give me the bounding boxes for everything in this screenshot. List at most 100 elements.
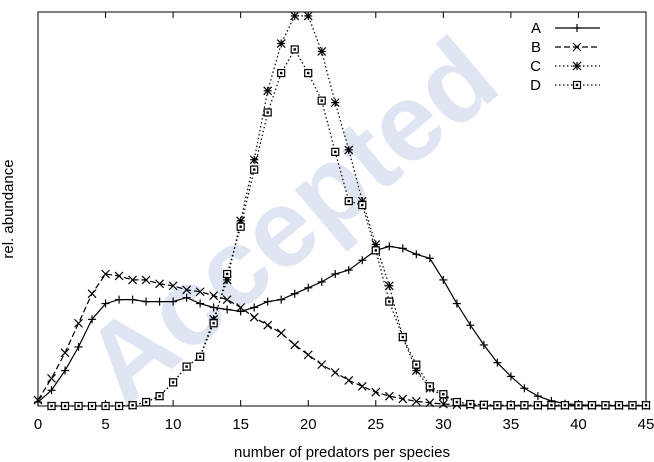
x-tick-label: 45 (638, 416, 654, 433)
series-b-point-d2 (317, 360, 327, 370)
series-d-point-dot (523, 404, 526, 407)
legend-a-label: A (531, 20, 541, 37)
series-d-point-dot (63, 404, 67, 408)
series-b-point-d2 (357, 381, 367, 391)
series-d-point-dot (334, 150, 337, 154)
series-a-line (37, 245, 646, 407)
series-b-point-d2 (155, 279, 165, 289)
legend-d-marker-dot (575, 83, 579, 87)
y-axis-title: rel. abundance (0, 159, 17, 258)
series-d-point-dot (158, 394, 161, 398)
series-d-point-dot (401, 335, 404, 339)
series-d-point-dot (550, 404, 553, 407)
series-b-point-d2 (236, 303, 246, 312)
series-d-point-dot (347, 199, 350, 203)
series-c-point-d2 (249, 155, 259, 165)
series-b-point-d2 (87, 289, 97, 299)
series-d-point-dot (577, 404, 580, 407)
series-c-point-d2 (384, 281, 394, 291)
x-tick-label: 30 (435, 416, 452, 433)
series-b-point-d2 (290, 340, 300, 350)
series-c-point-d2 (330, 98, 340, 108)
series-d-point-dot (90, 404, 94, 408)
series-d-point-dot (171, 381, 175, 384)
series-d-point-dot (144, 400, 148, 404)
series-d-point-dot (185, 365, 188, 368)
x-axis-title: number of predators per species (234, 444, 450, 461)
series-b-point-d2 (222, 295, 232, 305)
series-d-point-dot (455, 400, 459, 404)
plot-frame (37, 11, 647, 407)
series-b-point-d2 (168, 281, 178, 291)
legend-c-marker-d2 (572, 61, 582, 71)
series-d-point-dot (252, 168, 256, 171)
x-tick-label: 15 (232, 416, 249, 433)
series-d-point-dot (50, 404, 53, 408)
series-d-point-dot (631, 404, 634, 407)
x-tick-label: 20 (300, 416, 317, 433)
series-c-point-d2 (344, 145, 354, 155)
series-d-point-dot (198, 355, 202, 358)
x-tick-label: 10 (165, 416, 182, 433)
series-b-point-d2 (330, 368, 340, 377)
series-b-point-d2 (344, 375, 354, 385)
series-d-point-dot (617, 404, 621, 407)
series-d-line (51, 48, 646, 407)
series-layer (33, 11, 651, 411)
series-d-point-dot (225, 272, 229, 276)
series-d-point-dot (104, 404, 107, 408)
legend-b-label: B (531, 39, 541, 56)
x-tick-label: 35 (503, 416, 520, 433)
series-c-point-d2 (303, 11, 313, 21)
series-b-point-d2 (128, 275, 138, 285)
series-c-point-d2 (276, 39, 286, 48)
legend-c-label: C (530, 58, 541, 75)
series-d-point-dot (442, 392, 445, 396)
series-b-point-d2 (398, 394, 408, 404)
series-d-point-dot (77, 404, 80, 408)
series-d-point-dot (644, 404, 648, 407)
series-d-point-dot (293, 48, 296, 51)
legend-d-label: D (530, 77, 541, 94)
series-d-point-dot (496, 404, 499, 407)
series-b-point-d2 (47, 373, 56, 383)
series-d-point-dot (131, 404, 134, 407)
series-d-point-dot (361, 203, 364, 207)
x-tick-label: 5 (101, 416, 109, 433)
series-d-point-dot (509, 404, 513, 407)
series-b-point-d2 (60, 348, 70, 358)
series-b-point-d2 (411, 396, 421, 406)
series-c-point-d2 (263, 86, 273, 96)
series-b-point-d2 (249, 312, 259, 322)
series-d-point-dot (320, 99, 323, 102)
series-d-point-dot (590, 404, 594, 407)
series-b-point-d2 (33, 395, 43, 405)
series-d-point-dot (415, 363, 418, 366)
axis-ticks: 0 5 10 15 20 25 30 35 40 45 (34, 12, 654, 433)
series-d-point-dot (563, 404, 567, 407)
watermark: Accepted (61, 14, 519, 427)
series-c-point-d2 (317, 46, 327, 56)
series-b-point-d2 (182, 285, 192, 295)
series-b-point-d2 (371, 387, 381, 397)
legend-b-marker-d2 (572, 42, 582, 52)
series-b-point-d2 (303, 350, 313, 360)
series-d (47, 45, 651, 411)
series-b-point-d2 (438, 399, 448, 409)
series-d-point-dot (428, 385, 432, 388)
series-b-point-d2 (384, 391, 394, 401)
series-d-point-dot (388, 300, 391, 303)
series-d-point-dot (374, 249, 377, 252)
series-d-point-dot (266, 111, 269, 114)
x-tick-label: 0 (34, 416, 42, 433)
series-b-point-d2 (195, 287, 205, 297)
series-b-point-d2 (263, 320, 273, 330)
series-d-point-dot (212, 322, 215, 325)
series-d-point-dot (239, 225, 242, 228)
series-d-point-dot (482, 403, 486, 407)
series-b-point-d2 (141, 275, 151, 285)
series-d-point-dot (469, 402, 472, 406)
